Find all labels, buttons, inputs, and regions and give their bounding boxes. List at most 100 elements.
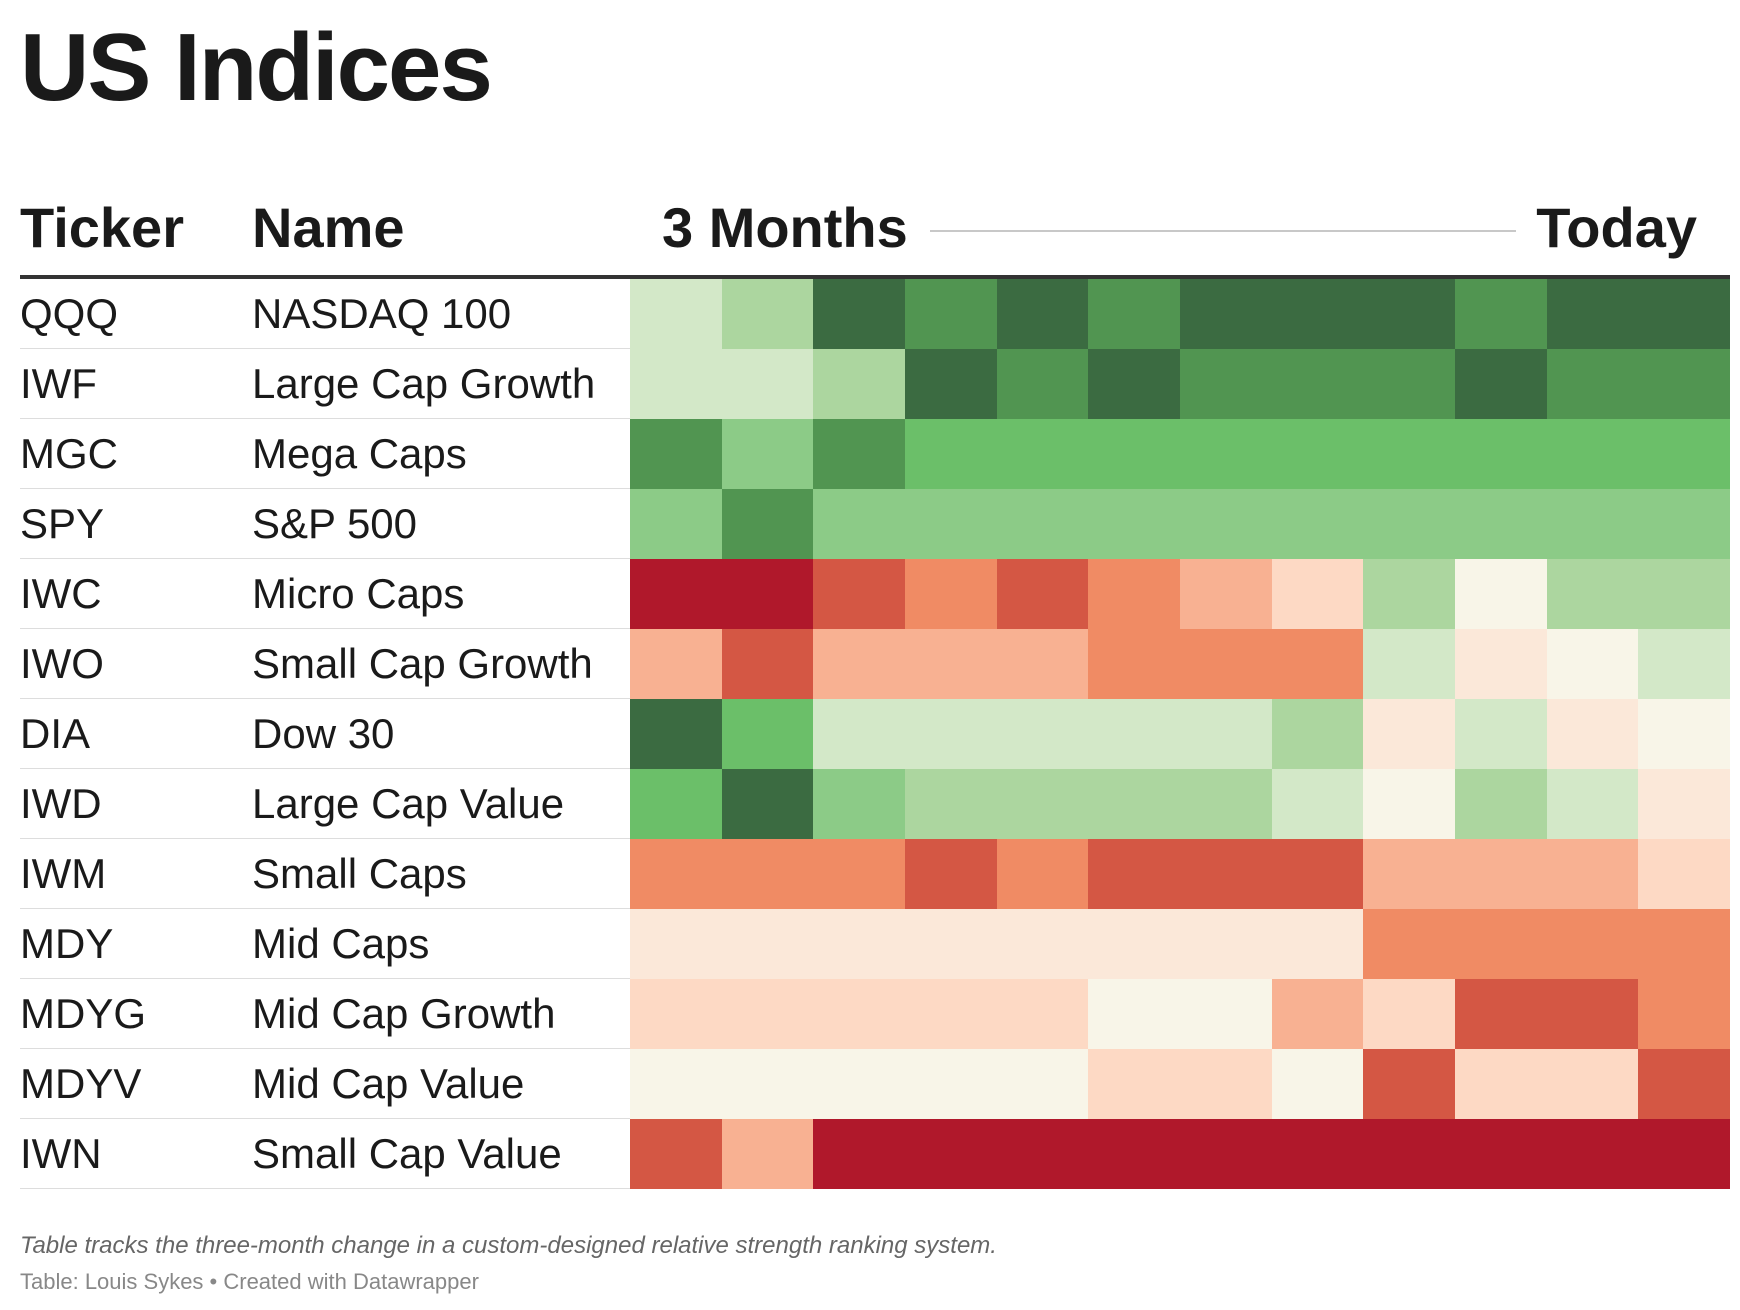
heat-cell-iwf-12 [1638, 349, 1731, 419]
heat-cell-iwo-4 [905, 629, 997, 699]
period-timeline-line [930, 230, 1516, 232]
heat-cell-mdyv-11 [1546, 1049, 1639, 1119]
heat-cell-spy-9 [1363, 489, 1456, 559]
heat-cell-spy-6 [1088, 489, 1181, 559]
heat-cell-mgc-4 [905, 419, 997, 489]
heat-cell-iwo-8 [1271, 629, 1364, 699]
heat-cell-mdy-9 [1363, 909, 1456, 979]
heat-cell-iwn-11 [1546, 1119, 1639, 1189]
heat-cell-mgc-9 [1363, 419, 1456, 489]
row-divider [20, 488, 630, 489]
column-header-name[interactable]: Name [252, 196, 405, 259]
heat-cell-dia-2 [721, 699, 814, 769]
heat-cell-dia-3 [813, 699, 906, 769]
heat-cell-iwf-2 [721, 349, 814, 419]
header-divider [20, 275, 1730, 279]
column-header-ticker[interactable]: Ticker [20, 196, 184, 259]
column-header-period-start: 3 Months [662, 196, 908, 259]
heat-cell-iwo-7 [1180, 629, 1272, 699]
heat-cell-iwf-1 [630, 349, 722, 419]
heat-cell-iwn-10 [1455, 1119, 1547, 1189]
heat-cell-iwc-10 [1455, 559, 1547, 629]
page-title: US Indices [20, 14, 493, 121]
heat-cell-iwm-2 [721, 839, 814, 909]
heat-cell-mgc-11 [1546, 419, 1639, 489]
ticker-cell: MDY [20, 920, 114, 967]
name-cell: Micro Caps [252, 570, 465, 617]
heat-cell-dia-12 [1638, 699, 1731, 769]
table-row-mdyg: MDYG Mid Cap Growth [20, 979, 1731, 1049]
name-cell: Mega Caps [252, 430, 467, 477]
table-row-qqq: QQQ NASDAQ 100 [20, 279, 1731, 349]
ticker-cell: IWM [20, 850, 107, 897]
heat-cell-dia-4 [905, 699, 997, 769]
table-row-mdy: MDY Mid Caps [20, 909, 1731, 979]
heat-cell-mgc-6 [1088, 419, 1181, 489]
table-row-iwn: IWN Small Cap Value [20, 1119, 1731, 1189]
heat-cell-qqq-2 [721, 279, 814, 349]
ticker-cell: IWC [20, 570, 102, 617]
table-row-spy: SPY S&P 500 [20, 489, 1731, 559]
heat-cell-mdy-8 [1271, 909, 1364, 979]
heat-cell-mdyg-2 [721, 979, 814, 1049]
heat-cell-dia-10 [1455, 699, 1547, 769]
column-header-period-end: Today [1536, 196, 1697, 259]
source-credit: Table: Louis Sykes • Created with Datawr… [20, 1269, 479, 1294]
table-row-mgc: MGC Mega Caps [20, 419, 1731, 489]
heat-cell-mdyv-9 [1363, 1049, 1456, 1119]
name-cell: Dow 30 [252, 710, 395, 757]
heat-cell-iwm-11 [1546, 839, 1639, 909]
ticker-cell: IWO [20, 640, 104, 687]
name-cell: Large Cap Value [252, 780, 565, 827]
heat-cell-spy-4 [905, 489, 997, 559]
row-divider [20, 1118, 630, 1119]
heat-cell-iwc-7 [1180, 559, 1272, 629]
heat-cell-iwf-8 [1271, 349, 1364, 419]
heat-cell-spy-12 [1638, 489, 1731, 559]
heat-cell-iwf-9 [1363, 349, 1456, 419]
table-row-mdyv: MDYV Mid Cap Value [20, 1049, 1731, 1119]
heat-cell-dia-5 [996, 699, 1089, 769]
row-divider [20, 558, 630, 559]
name-cell: Mid Cap Growth [252, 990, 556, 1037]
heat-cell-iwn-2 [721, 1119, 814, 1189]
name-cell: Mid Caps [252, 920, 430, 967]
heat-cell-mgc-12 [1638, 419, 1731, 489]
heat-cell-mdyv-7 [1180, 1049, 1272, 1119]
ticker-cell: MDYG [20, 990, 146, 1037]
heat-cell-mdy-5 [996, 909, 1089, 979]
heat-cell-iwc-12 [1638, 559, 1731, 629]
heat-cell-mdyv-1 [630, 1049, 722, 1119]
heat-cell-qqq-1 [630, 279, 722, 349]
heat-cell-iwd-2 [721, 769, 814, 839]
heat-cell-iwd-11 [1546, 769, 1639, 839]
heat-cell-qqq-11 [1546, 279, 1639, 349]
heat-cell-mdy-1 [630, 909, 722, 979]
heat-cell-iwd-8 [1271, 769, 1364, 839]
heat-cell-iwm-7 [1180, 839, 1272, 909]
heat-cell-iwc-5 [996, 559, 1089, 629]
heat-strip [630, 979, 1731, 1049]
heat-cell-mdy-12 [1638, 909, 1731, 979]
heat-cell-iwd-5 [996, 769, 1089, 839]
heat-cell-qqq-10 [1455, 279, 1547, 349]
heat-strip [630, 1119, 1731, 1189]
table-row-iwc: IWC Micro Caps [20, 559, 1731, 629]
heat-strip [630, 349, 1731, 419]
row-divider [20, 838, 630, 839]
heat-cell-iwd-6 [1088, 769, 1181, 839]
row-divider [20, 628, 630, 629]
ticker-cell: IWN [20, 1130, 102, 1177]
row-divider [20, 1188, 630, 1189]
heat-cell-iwm-6 [1088, 839, 1181, 909]
name-cell: Small Cap Growth [252, 640, 593, 687]
heat-cell-mdyg-5 [996, 979, 1089, 1049]
heat-cell-mdyg-11 [1546, 979, 1639, 1049]
heat-cell-mgc-5 [996, 419, 1089, 489]
heat-cell-iwo-12 [1638, 629, 1731, 699]
heat-cell-iwn-7 [1180, 1119, 1272, 1189]
heat-cell-mdy-11 [1546, 909, 1639, 979]
heat-cell-mgc-2 [721, 419, 814, 489]
name-cell: Mid Cap Value [252, 1060, 525, 1107]
heat-cell-iwn-6 [1088, 1119, 1181, 1189]
